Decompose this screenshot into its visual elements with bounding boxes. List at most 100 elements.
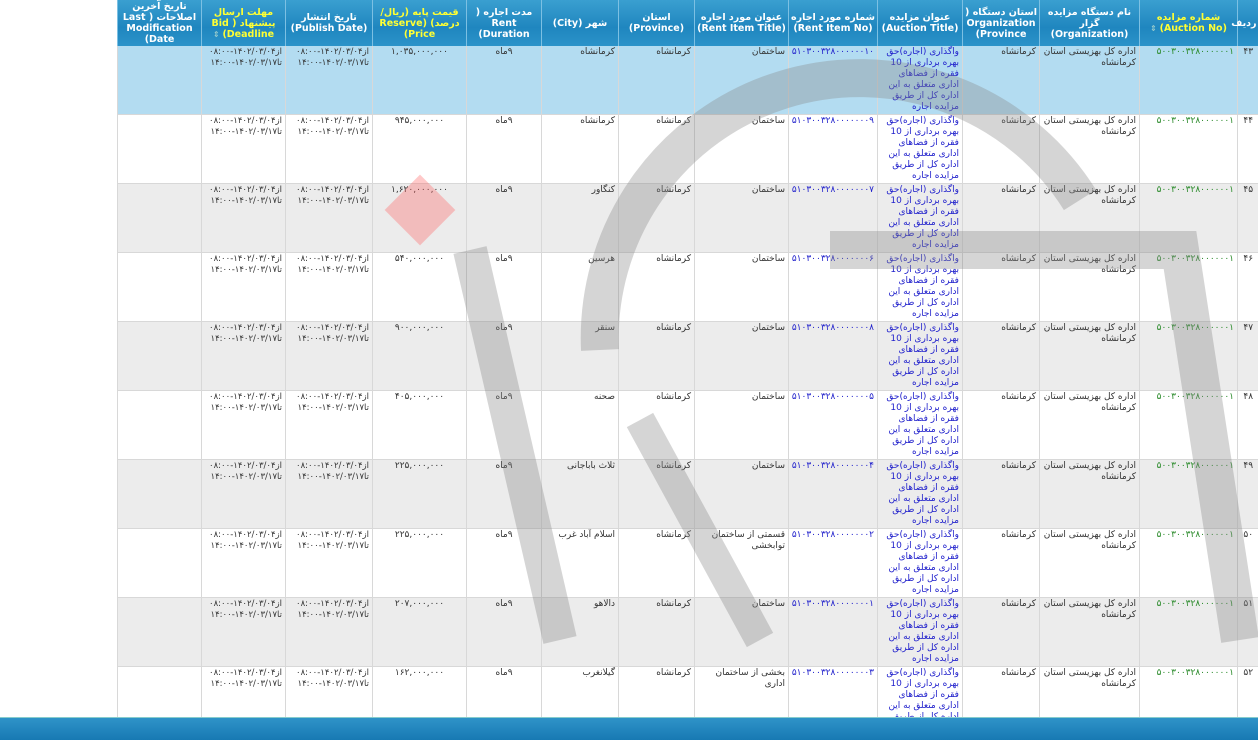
cell-reserve-price: ۱,۶۲۰,۰۰۰,۰۰۰ — [373, 184, 467, 253]
cell-auction-title: واگذاری (اجاره)حق بهره برداری از 10 فقره… — [878, 529, 963, 598]
cell-rent-item-no[interactable]: ۵۱۰۳۰۰۳۲۸۰۰۰۰۰۰۰۵ — [789, 391, 878, 460]
cell-publish-date: از۱۴۰۲/۰۳/۰۴-۰۸:۰۰ تا۱۴۰۲/۰۳/۱۷-۱۴:۰۰ — [286, 529, 373, 598]
cell-auction-no[interactable]: ۵۰۰۳۰۰۳۲۸۰۰۰۰۰۰۱ — [1140, 391, 1238, 460]
cell-reserve-price: ۲۰۷,۰۰۰,۰۰۰ — [373, 598, 467, 667]
cell-organization: اداره کل بهزیستی استان کرمانشاه — [1040, 46, 1140, 115]
cell-reserve-price: ۲۲۵,۰۰۰,۰۰۰ — [373, 460, 467, 529]
cell-province: کرمانشاه — [619, 391, 695, 460]
sort-icon[interactable]: ⇕ — [213, 30, 223, 39]
cell-row-number: ۴۶ — [1238, 253, 1258, 322]
cell-city: سنقر — [542, 322, 619, 391]
cell-last-modification — [118, 322, 202, 391]
cell-reserve-price: ۲۲۵,۰۰۰,۰۰۰ — [373, 529, 467, 598]
cell-rent-item-no[interactable]: ۵۱۰۳۰۰۳۲۸۰۰۰۰۰۰۰۷ — [789, 184, 878, 253]
cell-rent-item-no[interactable]: ۵۱۰۳۰۰۳۲۸۰۰۰۰۰۰۰۶ — [789, 253, 878, 322]
cell-rent-item-title: ساختمان — [695, 253, 789, 322]
cell-org-province: کرمانشاه — [963, 598, 1040, 667]
cell-publish-date: از۱۴۰۲/۰۳/۰۴-۰۸:۰۰ تا۱۴۰۲/۰۳/۱۷-۱۴:۰۰ — [286, 667, 373, 718]
cell-reserve-price: ۵۴۰,۰۰۰,۰۰۰ — [373, 253, 467, 322]
cell-deadline: از۱۴۰۲/۰۳/۰۴-۰۸:۰۰ تا۱۴۰۲/۰۳/۱۷-۱۴:۰۰ — [202, 322, 286, 391]
cell-deadline: از۱۴۰۲/۰۳/۰۴-۰۸:۰۰ تا۱۴۰۲/۰۳/۱۷-۱۴:۰۰ — [202, 46, 286, 115]
column-header-auction-no[interactable]: شماره مزایده (Auction No) ⇕ — [1140, 0, 1238, 46]
cell-rent-item-no[interactable]: ۵۱۰۳۰۰۳۲۸۰۰۰۰۰۰۰۹ — [789, 115, 878, 184]
cell-organization: اداره کل بهزیستی استان کرمانشاه — [1040, 460, 1140, 529]
cell-auction-no[interactable]: ۵۰۰۳۰۰۳۲۸۰۰۰۰۰۰۱ — [1140, 115, 1238, 184]
column-header-rent-item-title: عنوان مورد اجاره (Rent Item Title) — [695, 0, 789, 46]
column-header-reserve-price: قیمت پایه (ریال/درصد) (Reserve Price) — [373, 0, 467, 46]
cell-rent-item-title: ساختمان — [695, 115, 789, 184]
cell-last-modification — [118, 391, 202, 460]
cell-org-province: کرمانشاه — [963, 391, 1040, 460]
cell-reserve-price: ۹۴۵,۰۰۰,۰۰۰ — [373, 115, 467, 184]
cell-auction-no[interactable]: ۵۰۰۳۰۰۳۲۸۰۰۰۰۰۰۱ — [1140, 184, 1238, 253]
cell-rent-item-no[interactable]: ۵۱۰۳۰۰۳۲۸۰۰۰۰۰۰۱۰ — [789, 46, 878, 115]
cell-organization: اداره کل بهزیستی استان کرمانشاه — [1040, 253, 1140, 322]
cell-city: هرسین — [542, 253, 619, 322]
cell-row-number: ۴۴ — [1238, 115, 1258, 184]
cell-auction-no[interactable]: ۵۰۰۳۰۰۳۲۸۰۰۰۰۰۰۱ — [1140, 667, 1238, 718]
column-header-org-province: استان دستگاه ( Organization Province) — [963, 0, 1040, 46]
column-header-rent-item-no: شماره مورد اجاره (Rent Item No) — [789, 0, 878, 46]
cell-reserve-price: ۱,۰۳۵,۰۰۰,۰۰۰ — [373, 46, 467, 115]
cell-rent-item-no[interactable]: ۵۱۰۳۰۰۳۲۸۰۰۰۰۰۰۰۴ — [789, 460, 878, 529]
sort-icon[interactable]: ⇕ — [1150, 24, 1160, 33]
cell-last-modification — [118, 667, 202, 718]
cell-last-modification — [118, 598, 202, 667]
cell-duration: ۹ماه — [467, 667, 542, 718]
column-header-label: مدت اجاره ( Rent Duration) — [476, 7, 533, 40]
cell-auction-no[interactable]: ۵۰۰۳۰۰۳۲۸۰۰۰۰۰۰۱ — [1140, 598, 1238, 667]
cell-organization: اداره کل بهزیستی استان کرمانشاه — [1040, 598, 1140, 667]
column-header-label: شماره مورد اجاره (Rent Item No) — [791, 12, 875, 34]
cell-deadline: از۱۴۰۲/۰۳/۰۴-۰۸:۰۰ تا۱۴۰۲/۰۳/۱۷-۱۴:۰۰ — [202, 253, 286, 322]
cell-row-number: ۵۲ — [1238, 667, 1258, 718]
cell-rent-item-title: ساختمان — [695, 46, 789, 115]
column-header-organization: نام دستگاه مزایده گزار (Organization) — [1040, 0, 1140, 46]
cell-rent-item-no[interactable]: ۵۱۰۳۰۰۳۲۸۰۰۰۰۰۰۰۲ — [789, 529, 878, 598]
cell-deadline: از۱۴۰۲/۰۳/۰۴-۰۸:۰۰ تا۱۴۰۲/۰۳/۱۷-۱۴:۰۰ — [202, 529, 286, 598]
cell-rent-item-no[interactable]: ۵۱۰۳۰۰۳۲۸۰۰۰۰۰۰۰۱ — [789, 598, 878, 667]
cell-province: کرمانشاه — [619, 322, 695, 391]
cell-rent-item-no[interactable]: ۵۱۰۳۰۰۳۲۸۰۰۰۰۰۰۰۳ — [789, 667, 878, 718]
cell-organization: اداره کل بهزیستی استان کرمانشاه — [1040, 115, 1140, 184]
cell-auction-no[interactable]: ۵۰۰۳۰۰۳۲۸۰۰۰۰۰۰۱ — [1140, 253, 1238, 322]
cell-province: کرمانشاه — [619, 529, 695, 598]
cell-rent-item-title: ساختمان — [695, 184, 789, 253]
cell-organization: اداره کل بهزیستی استان کرمانشاه — [1040, 391, 1140, 460]
cell-org-province: کرمانشاه — [963, 115, 1040, 184]
column-header-label: استان (Province) — [629, 12, 684, 34]
cell-city: ثلاث باباجانی — [542, 460, 619, 529]
cell-province: کرمانشاه — [619, 115, 695, 184]
cell-city: کرمانشاه — [542, 46, 619, 115]
column-header-auction-title: عنوان مزایده (Auction Title) — [878, 0, 963, 46]
cell-org-province: کرمانشاه — [963, 184, 1040, 253]
cell-row-number: ۴۸ — [1238, 391, 1258, 460]
cell-last-modification — [118, 115, 202, 184]
cell-auction-no[interactable]: ۵۰۰۳۰۰۳۲۸۰۰۰۰۰۰۱ — [1140, 460, 1238, 529]
cell-city: کنگاور — [542, 184, 619, 253]
column-header-deadline[interactable]: مهلت ارسال پیشنهاد ( Bid Deadline) ⇕ — [202, 0, 286, 46]
cell-rent-item-no[interactable]: ۵۱۰۳۰۰۳۲۸۰۰۰۰۰۰۰۸ — [789, 322, 878, 391]
cell-auction-title: واگذاری (اجاره)حق بهره برداری از 10 فقره… — [878, 460, 963, 529]
cell-duration: ۹ماه — [467, 253, 542, 322]
cell-auction-no[interactable]: ۵۰۰۳۰۰۳۲۸۰۰۰۰۰۰۱ — [1140, 529, 1238, 598]
cell-publish-date: از۱۴۰۲/۰۳/۰۴-۰۸:۰۰ تا۱۴۰۲/۰۳/۱۷-۱۴:۰۰ — [286, 253, 373, 322]
column-header-label: مهلت ارسال پیشنهاد ( Bid Deadline) — [212, 7, 276, 40]
cell-auction-no[interactable]: ۵۰۰۳۰۰۳۲۸۰۰۰۰۰۰۱ — [1140, 46, 1238, 115]
cell-duration: ۹ماه — [467, 46, 542, 115]
cell-org-province: کرمانشاه — [963, 529, 1040, 598]
cell-org-province: کرمانشاه — [963, 667, 1040, 718]
cell-auction-no[interactable]: ۵۰۰۳۰۰۳۲۸۰۰۰۰۰۰۱ — [1140, 322, 1238, 391]
cell-rent-item-title: ساختمان — [695, 460, 789, 529]
